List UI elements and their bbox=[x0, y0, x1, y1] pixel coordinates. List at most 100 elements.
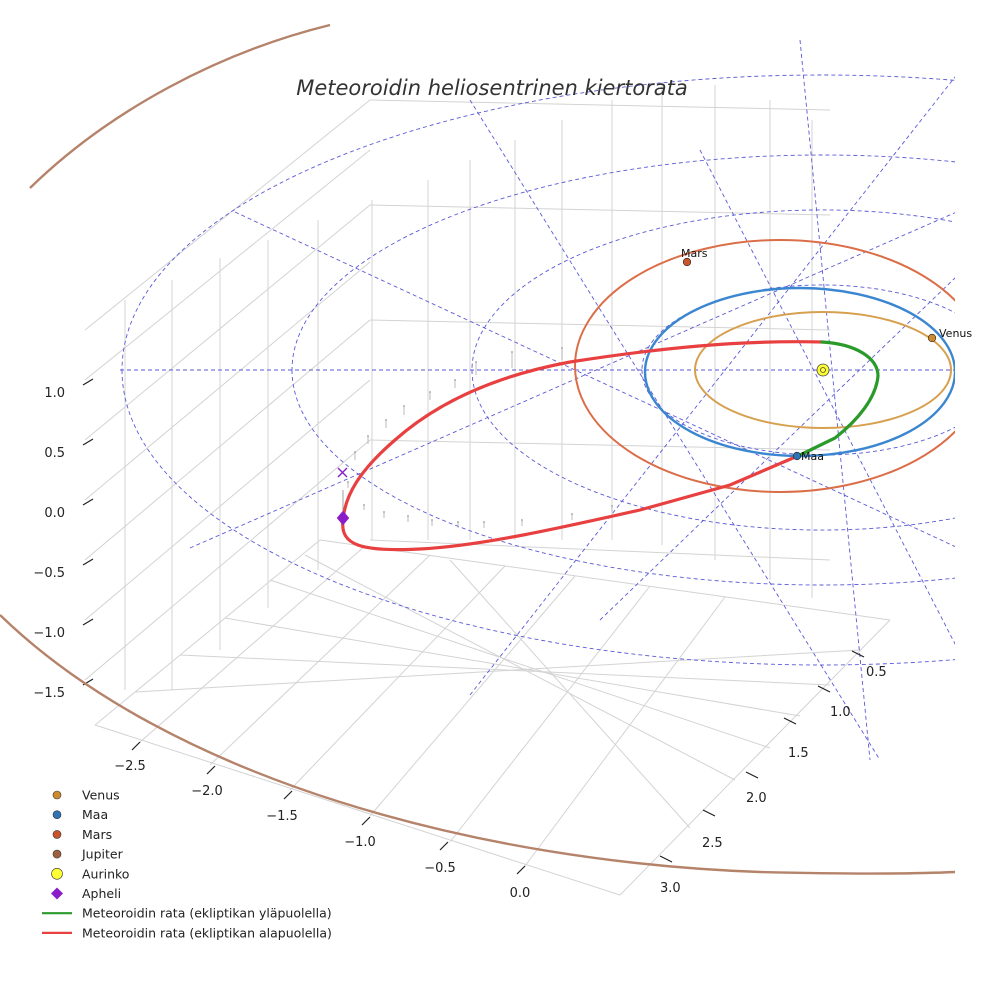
y-tick-mark bbox=[702, 809, 716, 817]
legend-item: Meteoroidin rata (ekliptikan yläpuolella… bbox=[42, 906, 332, 921]
grid-line bbox=[224, 617, 801, 717]
planet-label-maa: Maa bbox=[801, 450, 824, 463]
legend-label: Maa bbox=[82, 807, 108, 822]
ecliptic-polar-grid bbox=[120, 39, 955, 761]
legend-item: Venus bbox=[52, 788, 120, 803]
z-tick-label: −1.5 bbox=[33, 686, 65, 701]
grid-line bbox=[179, 654, 831, 686]
y-tick-label: 1.0 bbox=[830, 705, 851, 720]
polar-ring bbox=[471, 209, 955, 531]
y-tick-mark bbox=[659, 855, 673, 863]
x-tick-label: −1.0 bbox=[344, 835, 376, 850]
grid-line bbox=[369, 539, 831, 561]
axis-grid-3d bbox=[84, 82, 891, 896]
y-tick-label: 0.5 bbox=[866, 665, 887, 680]
legend-label: Aurinko bbox=[82, 866, 129, 881]
legend-label: Venus bbox=[82, 788, 120, 803]
legend: Venus Maa Mars Jupiter Aurinko Apheli Meteoroi… bbox=[42, 788, 332, 940]
grid-line bbox=[369, 99, 831, 111]
drop-point bbox=[457, 521, 459, 523]
grid-line bbox=[369, 319, 831, 331]
grid-line bbox=[269, 579, 771, 749]
drop-point bbox=[367, 435, 369, 437]
legend-circle-swatch bbox=[52, 849, 62, 859]
x-tick-label: −2.5 bbox=[114, 759, 146, 774]
grid-line bbox=[319, 539, 891, 621]
drop-point bbox=[431, 519, 433, 521]
y-tick-mark bbox=[745, 771, 759, 779]
orbit-jupiter-upper bbox=[29, 23, 331, 189]
grid-line bbox=[84, 319, 371, 561]
planet-orbits bbox=[0, 23, 955, 875]
y-tick-label: 1.5 bbox=[788, 746, 809, 761]
y-tick-mark bbox=[783, 717, 797, 725]
legend-label: Mars bbox=[82, 827, 112, 842]
y-tick-label: 2.5 bbox=[702, 836, 723, 851]
y-tick-mark bbox=[817, 685, 831, 693]
x-tick-mark bbox=[131, 741, 141, 751]
legend-diamond-swatch bbox=[51, 887, 63, 900]
orbit-jupiter-lower bbox=[0, 614, 955, 875]
orbit-mars bbox=[574, 239, 955, 493]
drop-point bbox=[407, 515, 409, 517]
drop-point bbox=[521, 519, 523, 521]
polar-spoke bbox=[189, 212, 955, 549]
drop-point bbox=[383, 511, 385, 513]
y-tick-mark bbox=[851, 650, 865, 658]
z-tick-label: 0.0 bbox=[44, 506, 65, 521]
z-tick-mark bbox=[82, 378, 94, 386]
sun-core bbox=[820, 367, 826, 373]
legend-circle-swatch bbox=[52, 810, 62, 820]
legend-item: Mars bbox=[52, 827, 112, 842]
drop-point bbox=[483, 521, 485, 523]
x-tick-label: 0.0 bbox=[510, 886, 531, 901]
bodies: Venus Maa Mars bbox=[336, 247, 972, 526]
grid-line bbox=[84, 261, 371, 501]
z-tick-label: −1.0 bbox=[33, 626, 65, 641]
x-tick-mark bbox=[206, 765, 216, 775]
z-tick-mark bbox=[82, 498, 94, 506]
grid-line bbox=[84, 149, 371, 381]
x-tick-label: −0.5 bbox=[424, 861, 456, 876]
meteoroid-path-below bbox=[341, 340, 824, 552]
grid-line bbox=[94, 724, 621, 896]
grid-line bbox=[304, 554, 736, 781]
z-tick-mark bbox=[82, 618, 94, 626]
legend-item: Aurinko bbox=[51, 866, 129, 881]
sun-marker bbox=[816, 363, 830, 377]
grid-line bbox=[84, 439, 371, 681]
x-tick-mark bbox=[516, 865, 526, 875]
grid-line bbox=[449, 585, 651, 843]
aphelion-projection-marker bbox=[337, 467, 348, 478]
drop-point bbox=[571, 513, 573, 515]
x-tick-label: −1.5 bbox=[266, 809, 298, 824]
z-tick-mark bbox=[82, 558, 94, 566]
drop-point bbox=[429, 391, 431, 393]
y-tick-label: 2.0 bbox=[746, 791, 767, 806]
grid-line bbox=[449, 559, 691, 829]
y-tick-label: 3.0 bbox=[660, 881, 681, 896]
grid-line bbox=[134, 649, 861, 693]
legend-item: Apheli bbox=[51, 886, 121, 901]
z-tick-label: 1.0 bbox=[44, 386, 65, 401]
grid-line bbox=[84, 99, 371, 331]
axis-ticks: 1.0 0.5 0.0 −0.5 −1.0 −1.5 −2.5 −2.0 −1.5 −1.0 −0.… bbox=[33, 378, 887, 901]
drop-point bbox=[475, 361, 477, 363]
polar-spoke bbox=[469, 76, 955, 696]
grid-line bbox=[619, 619, 891, 896]
z-tick-label: −0.5 bbox=[33, 566, 65, 581]
planet-mars bbox=[682, 257, 692, 267]
z-tick-label: 0.5 bbox=[44, 446, 65, 461]
grid-line bbox=[289, 565, 506, 791]
chart-title: Meteoroidin heliosentrinen kiertorata bbox=[296, 76, 688, 100]
polar-spoke bbox=[469, 99, 881, 761]
legend-circle-swatch bbox=[52, 830, 62, 839]
legend-item: Maa bbox=[52, 807, 108, 822]
grid-line bbox=[94, 539, 321, 726]
x-tick-label: −2.0 bbox=[191, 784, 223, 799]
drop-point bbox=[354, 451, 356, 453]
grid-line bbox=[369, 204, 831, 216]
x-tick-mark bbox=[439, 841, 449, 851]
grid-line bbox=[369, 575, 576, 817]
